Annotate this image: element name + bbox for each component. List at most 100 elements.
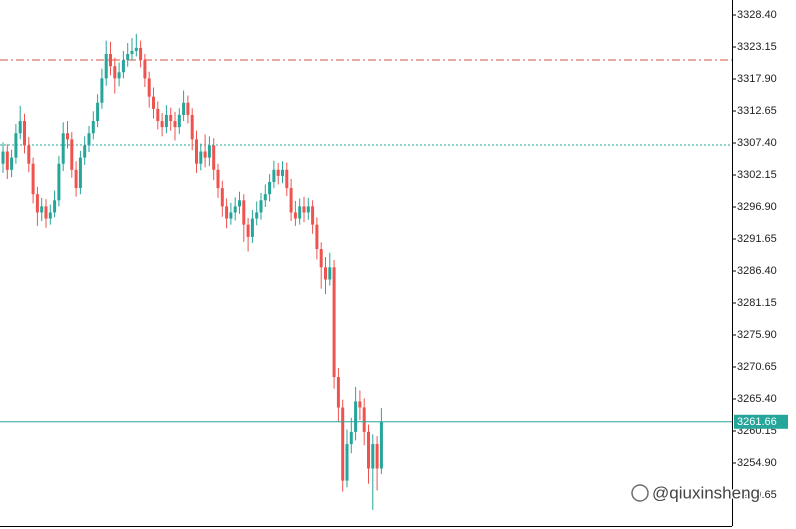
candle-body [345,444,349,481]
watermark-icon [631,484,649,502]
candle-body [375,444,379,469]
candle-body [10,157,14,170]
candle-body [281,169,284,176]
y-tick-label: 3296.90 [737,201,777,213]
candle-body [104,54,108,79]
candle-body [246,224,250,237]
candle-body [186,102,190,115]
candle-body [354,401,358,432]
candle-body [91,121,95,134]
candle-body [173,121,177,128]
y-tick-label: 3281.15 [737,297,777,309]
candle-body [371,444,375,469]
candle-body [109,54,112,67]
candle-body [23,121,26,146]
candle-body [268,181,272,195]
candle-body [293,212,297,219]
candle-body [31,163,35,195]
candle-body [315,224,319,250]
candle-body [311,206,315,225]
candle-body [306,206,310,213]
candle-body [61,133,65,164]
candle-body [190,114,194,140]
candle-body [212,145,216,170]
candle-body [358,401,362,408]
watermark-text: @qiuxinsheng [652,483,760,502]
y-tick-label: 3323.15 [737,41,777,53]
candle-body [78,157,82,189]
candle-body [341,407,345,481]
candle-body [117,72,121,79]
candle-body [143,60,147,79]
y-tick-label: 3275.90 [737,329,777,341]
candle-body [362,407,366,432]
candle-body [5,151,9,170]
candle-body [18,121,22,134]
candle-body [74,169,78,189]
candle-body [259,200,263,213]
candle-body [14,133,18,158]
candle-body [379,421,383,469]
candle-body [121,60,125,73]
candle-body [147,78,151,97]
candle-body [255,212,259,219]
watermark [631,484,649,502]
candle-body [242,200,246,225]
candle-body [100,78,104,103]
y-tick-label: 3254.90 [737,457,777,469]
candle-body [134,47,138,51]
y-tick-label: 3307.40 [737,137,777,149]
candle-body [298,206,302,219]
candle-body [113,66,117,79]
candle-body [156,108,160,122]
y-tick-label: 3302.15 [737,169,777,181]
candle-body [139,47,143,61]
candle-body [57,163,61,201]
candle-body [285,169,289,189]
candle-body [238,200,241,207]
candle-body [216,169,220,189]
candle-body [272,169,276,182]
y-tick-label: 3270.65 [737,361,777,373]
candle-body [199,151,203,164]
candle-body [130,50,134,55]
candle-body [44,206,48,219]
candle-body [250,218,254,237]
candle-body [336,377,340,408]
candle-body [276,169,280,176]
candle-body [160,121,164,128]
candle-body [225,206,229,219]
y-tick-label: 3249.65 [737,489,777,501]
candle-body [169,114,173,122]
candle-body [40,206,44,213]
candle-body [126,54,130,61]
candle-body [319,249,323,268]
candle-body [332,267,336,378]
candle-body [220,188,224,207]
candle-body [324,267,327,280]
current-price-label: 3261.66 [737,416,777,428]
candle-body [328,267,332,280]
candle-body [195,139,198,164]
candle-body [35,194,39,213]
candle-body [289,188,293,213]
candle-body [263,194,267,201]
candle-body [182,102,186,115]
candle-body [53,200,57,213]
candle-body [207,145,211,158]
candle-body [349,431,353,445]
candle-body [70,139,74,170]
y-tick-label: 3317.90 [737,73,777,85]
candle-body [203,151,207,158]
candle-body [152,96,155,109]
candle-body [87,133,91,146]
candle-body [233,206,237,213]
candle-body [302,206,306,213]
y-tick-label: 3328.40 [737,9,777,21]
candle-body [27,145,31,164]
candle-body [229,212,233,219]
y-tick-label: 3265.40 [737,393,777,405]
